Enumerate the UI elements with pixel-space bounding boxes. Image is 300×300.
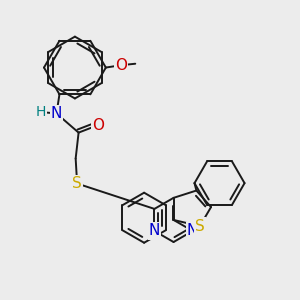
Text: N: N (149, 224, 160, 238)
Text: O: O (115, 58, 127, 73)
Text: O: O (92, 118, 104, 133)
Text: N: N (51, 106, 62, 121)
Text: S: S (72, 176, 82, 191)
Text: H: H (35, 105, 46, 119)
Text: S: S (195, 219, 205, 234)
Text: N: N (187, 224, 198, 238)
